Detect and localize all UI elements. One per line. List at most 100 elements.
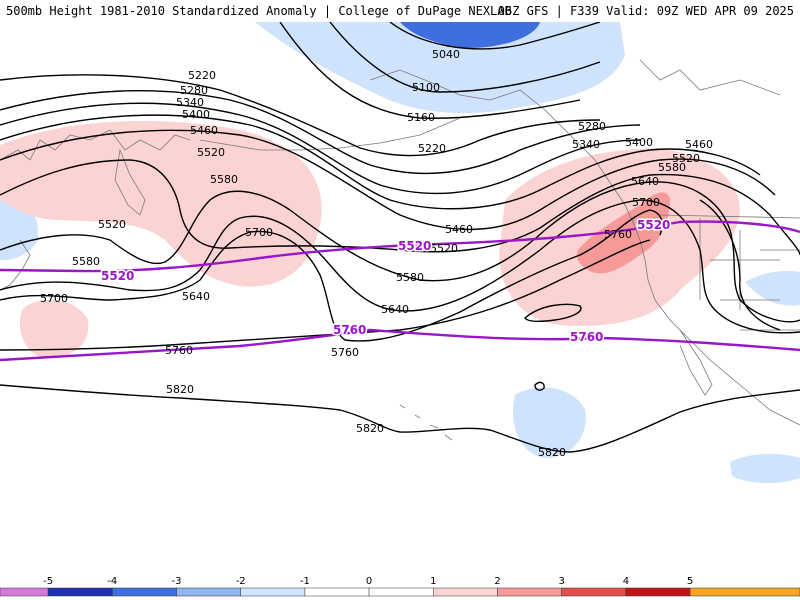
colorbar-tick-label: -5 [43,576,53,587]
contour-5640 [0,199,800,334]
baja-coastline [679,329,713,396]
label-5040: 5040 [432,48,460,61]
colorbar-tick-label: 3 [559,576,565,587]
colorbar-tick-label: -2 [236,576,246,587]
positive-anomaly-shading [0,121,740,359]
label-5520-mid: 5520 [430,242,458,255]
label-5460-mid: 5460 [445,223,473,236]
label-5700-east: 5700 [632,196,660,209]
negative-anomaly-shading [0,22,800,484]
label-5460-east: 5460 [685,138,713,151]
contour-5700 [0,209,663,342]
ref-label-5760-mid: 5760 [333,323,366,337]
anomaly-colorbar: -5 -4 -3 -2 -1 0 1 2 3 4 5 [0,572,800,600]
contour-5580 [0,181,800,323]
label-5520-north: 5520 [197,146,225,159]
positive-anomaly-central-pacific [0,121,322,287]
contour-labels: 5040 5100 5160 5220 5220 5280 5280 5340 … [40,48,713,459]
label-5820-mid: 5820 [356,422,384,435]
contour-5520 [0,159,800,256]
colorbar-tick-label: 1 [430,576,436,587]
label-5580-north: 5580 [210,173,238,186]
label-5640-mid: 5640 [381,303,409,316]
colorbar-swatch [304,587,370,597]
colorbar-tick-label: -1 [300,576,310,587]
run-valid-time: 06Z GFS | F339 Valid: 09Z WED APR 09 202… [497,4,794,18]
contour-5220 [0,74,601,157]
label-5280-west: 5280 [180,84,208,97]
ref-label-5760-right: 5760 [570,330,603,344]
label-5580-east: 5580 [658,161,686,174]
negative-anomaly-core [400,22,540,48]
colorbar-tick-label: 4 [623,576,629,587]
colorbar-tick-label: -4 [107,576,117,587]
label-5760-mid: 5760 [331,346,359,359]
negative-anomaly-north [255,22,625,114]
contour-5100 [329,22,601,93]
ref-label-5520-mid: 5520 [398,239,431,253]
label-5160: 5160 [407,111,435,124]
colorbar-swatch [240,587,306,597]
alaska-coastline [369,69,616,191]
label-5580-mid: 5580 [396,271,424,284]
contour-5340 [0,102,641,195]
contour-5820 [0,384,800,453]
contour-5460 [0,129,776,231]
reference-line-5760 [0,328,800,362]
label-5520-east: 5520 [672,152,700,165]
anomaly-map: 5040 5100 5160 5220 5220 5280 5280 5340 … [0,22,800,572]
contour-5160 [279,22,581,119]
label-5760-east: 5760 [604,228,632,241]
label-5340-west: 5340 [176,96,204,109]
label-5400-west: 5400 [182,108,210,121]
label-5220-west: 5220 [188,69,216,82]
label-5760-west: 5760 [165,344,193,357]
colorbar-swatch [176,587,241,597]
contour-5400 [0,114,761,210]
contour-5760-loop [524,303,582,323]
negative-anomaly-east [745,271,800,306]
colorbar-swatches [0,587,800,597]
contour-west-coast-trough [699,199,781,331]
positive-anomaly-west-pacific [19,299,89,359]
colorbar-tick-label: 2 [494,576,500,587]
hawaii-islands [399,404,453,441]
kamchatka-coastline [114,148,146,216]
reference-lines [0,220,800,362]
colorbar-swatch [112,587,177,597]
height-contours [0,22,800,453]
label-5100: 5100 [412,81,440,94]
contour-5820-loop [534,381,545,391]
label-5520-west: 5520 [98,218,126,231]
label-5640-west: 5640 [182,290,210,303]
label-5280-east: 5280 [578,120,606,133]
label-5460-west: 5460 [190,124,218,137]
ref-label-5520-left: 5520 [101,269,134,283]
colorbar-swatch [368,587,434,597]
north-america-west-coast [614,189,800,426]
colorbar-tick-label: -3 [172,576,182,587]
aleutian-islands [199,117,461,151]
ref-label-5520-right: 5520 [637,218,670,232]
label-5820-east: 5820 [538,446,566,459]
contour-5760 [0,239,651,351]
label-5340-east: 5340 [572,138,600,151]
label-5700-mid: 5700 [245,226,273,239]
colorbar-swatch [561,587,627,597]
header-bar: 500mb Height 1981-2010 Standardized Anom… [0,0,800,22]
label-5580-west: 5580 [72,255,100,268]
colorbar-tick-label: 0 [366,576,372,587]
contour-5040 [389,22,601,50]
asia-coastline [0,129,191,161]
label-5400-east: 5400 [625,136,653,149]
colorbar-swatch [0,587,49,597]
reference-line-5520 [0,220,800,273]
label-5700-west: 5700 [40,292,68,305]
map-title: 500mb Height 1981-2010 Standardized Anom… [6,4,512,18]
colorbar-swatch [625,587,691,597]
reference-line-labels: 5520 5520 5520 5760 5760 [100,217,672,346]
colorbar-ticks: -5 -4 -3 -2 -1 0 1 2 3 4 5 [43,576,693,587]
label-5220-east: 5220 [418,142,446,155]
colorbar-swatch [47,587,113,597]
negative-anomaly-subtropics [513,387,586,458]
